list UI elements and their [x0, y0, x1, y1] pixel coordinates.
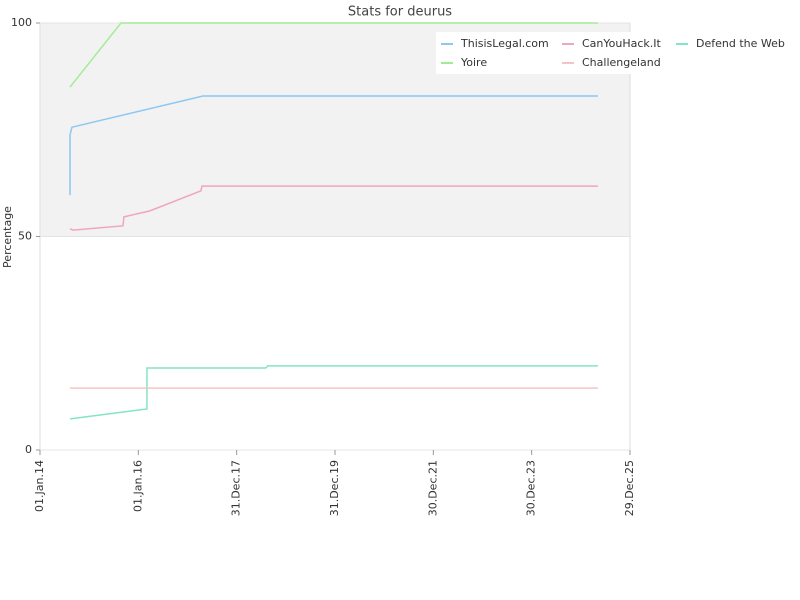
y-axis-label: Percentage [1, 206, 14, 268]
legend-label: CanYouHack.It [582, 37, 662, 50]
x-tick-label: 30.Dec.21 [426, 460, 439, 516]
legend-label: Challengeland [582, 56, 661, 69]
line [69, 22, 598, 88]
y-tick-label: 50 [18, 230, 32, 243]
legend-label: ThisisLegal.com [460, 37, 549, 50]
x-tick-label: 31.Dec.19 [328, 460, 341, 516]
legend-label: Yoire [460, 56, 487, 69]
y-tick-label: 100 [11, 16, 32, 29]
x-tick-label: 29.Dec.25 [623, 460, 636, 516]
line [69, 95, 598, 196]
x-tick-label: 30.Dec.23 [525, 460, 538, 516]
chart-title: Stats for deurus [348, 5, 452, 20]
line [69, 185, 598, 231]
y-tick-label: 0 [25, 443, 32, 456]
x-tick-label: 01.Jan.14 [33, 460, 46, 512]
x-tick-label: 01.Jan.16 [131, 460, 144, 512]
legend: ThisisLegal.com CanYouHack.It Defend the W… [436, 32, 785, 74]
legend-label: Defend the Web [696, 37, 785, 50]
legend-box [436, 32, 780, 74]
line [69, 365, 598, 420]
x-tick-label: 31.Dec.17 [230, 460, 243, 516]
